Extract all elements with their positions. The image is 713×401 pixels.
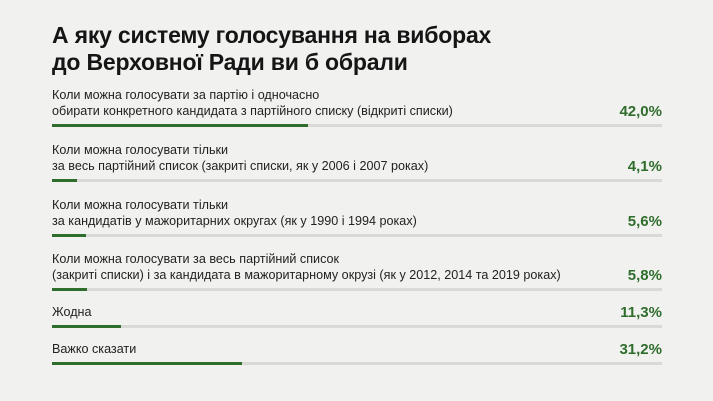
bar-row: Коли можна голосувати за партію і одноча…	[52, 67, 662, 127]
bar-label: Коли можна голосувати за партію і одноча…	[52, 87, 597, 119]
bar-value-label: 5,8%	[627, 267, 662, 284]
bar-track	[52, 234, 662, 237]
bar-label-line: Коли можна голосувати тільки	[52, 198, 229, 212]
bar-value-label: 11,3%	[620, 304, 662, 321]
bar-row: Жодна 11,3%	[52, 268, 662, 328]
bar-label: Жодна	[52, 304, 597, 320]
bar-label-line: Коли можна голосувати тільки	[52, 143, 229, 157]
bar-value-label: 42,0%	[619, 103, 662, 120]
bar-row: Коли можна голосувати за весь партійний …	[52, 231, 662, 291]
bar-label-line: (закриті списки) і за кандидата в мажори…	[52, 268, 561, 282]
bar-label-line: Жодна	[52, 305, 92, 319]
bar-label: Коли можна голосувати тільки за весь парт…	[52, 142, 597, 174]
bar-row: Коли можна голосувати тільки за кандидаті…	[52, 177, 662, 237]
bar-label-line: за весь партійний список (закриті списки…	[52, 159, 429, 173]
bar-label: Коли можна голосувати тільки за кандидаті…	[52, 197, 597, 229]
bar-label-line: Коли можна голосувати за весь партійний …	[52, 252, 340, 266]
chart-title-line-2: до Верховної Ради ви б обрали	[52, 49, 408, 75]
bar	[52, 234, 87, 237]
bar-row: Важко сказати 31,2%	[52, 305, 662, 365]
bar	[52, 325, 121, 328]
bar-track	[52, 362, 662, 365]
chart-title-line-1: А яку систему голосування на виборах	[52, 22, 492, 48]
bar-track	[52, 288, 662, 291]
bar-value-label: 31,2%	[619, 341, 662, 358]
bar	[52, 288, 88, 291]
bar-track	[52, 124, 662, 127]
bar-label: Важко сказати	[52, 341, 597, 357]
bar-label-line: обирати конкретного кандидата з партійно…	[52, 104, 453, 118]
bar-label-line: Важко сказати	[52, 342, 137, 356]
bar-value-label: 5,6%	[627, 213, 662, 230]
bar-value-label: 4,1%	[627, 158, 662, 175]
bar	[52, 362, 243, 365]
bar-track	[52, 325, 662, 328]
bar-label-line: Коли можна голосувати за партію і одноча…	[52, 88, 320, 102]
bar-row: Коли можна голосувати тільки за весь парт…	[52, 122, 662, 182]
bar	[52, 179, 77, 182]
bar-track	[52, 179, 662, 182]
bar	[52, 124, 309, 127]
chart-title: А яку систему голосування на виборах до …	[52, 22, 672, 76]
bar-label-line: за кандидатів у мажоритарних округах (як…	[52, 214, 417, 228]
bar-label: Коли можна голосувати за весь партійний …	[52, 251, 597, 283]
